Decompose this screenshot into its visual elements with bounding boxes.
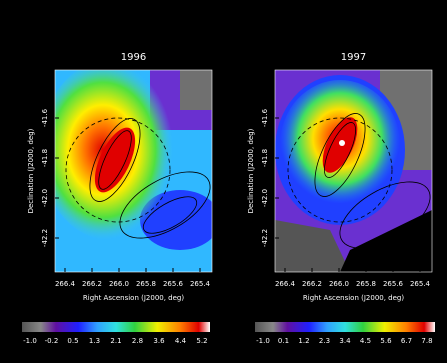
- x-tick-label: 266.2: [302, 280, 322, 288]
- x-tick-label: 266.0: [329, 280, 349, 288]
- map-1997: [275, 70, 432, 272]
- colorbar-tick-label: 2.8: [132, 337, 143, 345]
- frame: [274, 69, 433, 273]
- colorbar-tick-label: 5.6: [380, 337, 392, 345]
- x-tick-label: 266.0: [109, 280, 129, 288]
- x-tick-label: 265.4: [410, 280, 431, 288]
- colorbar-tick-label: 3.4: [339, 337, 351, 345]
- colorbar-tick-label: 1.2: [298, 337, 309, 345]
- panel-title: 1997: [341, 52, 366, 63]
- x-tick-label: 265.8: [356, 280, 376, 288]
- y-tick-label: -41.6: [261, 108, 269, 127]
- x-tick-label: 266.4: [55, 280, 76, 288]
- y-tick-label: -42.2: [41, 229, 49, 247]
- y-axis-label: Declination (J2000, deg): [247, 128, 255, 213]
- colorbar-tick-label: 3.6: [153, 337, 165, 345]
- colorbar-tick-label: 2.1: [110, 337, 121, 345]
- y-tick-label: -42.0: [261, 189, 269, 207]
- x-tick-label: 266.4: [275, 280, 296, 288]
- colorbar-tick-label: 6.7: [401, 337, 412, 345]
- colorbar-tick-label: -1.0: [256, 337, 270, 345]
- panel-title: 1996: [121, 52, 146, 63]
- y-axis-label: Declination (J2000, deg): [27, 128, 35, 213]
- map-1996: [55, 70, 212, 272]
- colorbar-tick-label: 0.5: [67, 337, 78, 345]
- y-tick-label: -41.8: [41, 149, 49, 167]
- colorbar-tick-label: -0.2: [45, 337, 59, 345]
- colorbar-tick-label: 4.5: [360, 337, 371, 345]
- frame: [54, 69, 213, 273]
- colorbar-tick-label: 7.8: [421, 337, 432, 345]
- x-tick-label: 265.6: [163, 280, 184, 288]
- x-tick-label: 265.8: [136, 280, 156, 288]
- colorbar-tick-label: 0.1: [278, 337, 289, 345]
- x-tick-label: 266.2: [82, 280, 102, 288]
- colorbar: [255, 322, 435, 332]
- y-tick-label: -42.2: [261, 229, 269, 247]
- colorbar-tick-label: -1.0: [23, 337, 37, 345]
- y-tick-label: -41.6: [41, 108, 49, 127]
- colorbar-tick-label: 4.4: [175, 337, 187, 345]
- y-tick-label: -41.8: [261, 149, 269, 167]
- colorbar-tick-label: 1.3: [89, 337, 100, 345]
- y-tick-label: -42.0: [41, 189, 49, 207]
- x-axis-label: Right Ascension (J2000, deg): [303, 294, 404, 302]
- colorbar: [22, 322, 210, 332]
- colorbar-tick-label: 2.3: [319, 337, 330, 345]
- colorbar-tick-label: 5.2: [196, 337, 207, 345]
- x-tick-label: 265.6: [383, 280, 404, 288]
- x-tick-label: 265.4: [190, 280, 211, 288]
- x-axis-label: Right Ascension (J2000, deg): [83, 294, 184, 302]
